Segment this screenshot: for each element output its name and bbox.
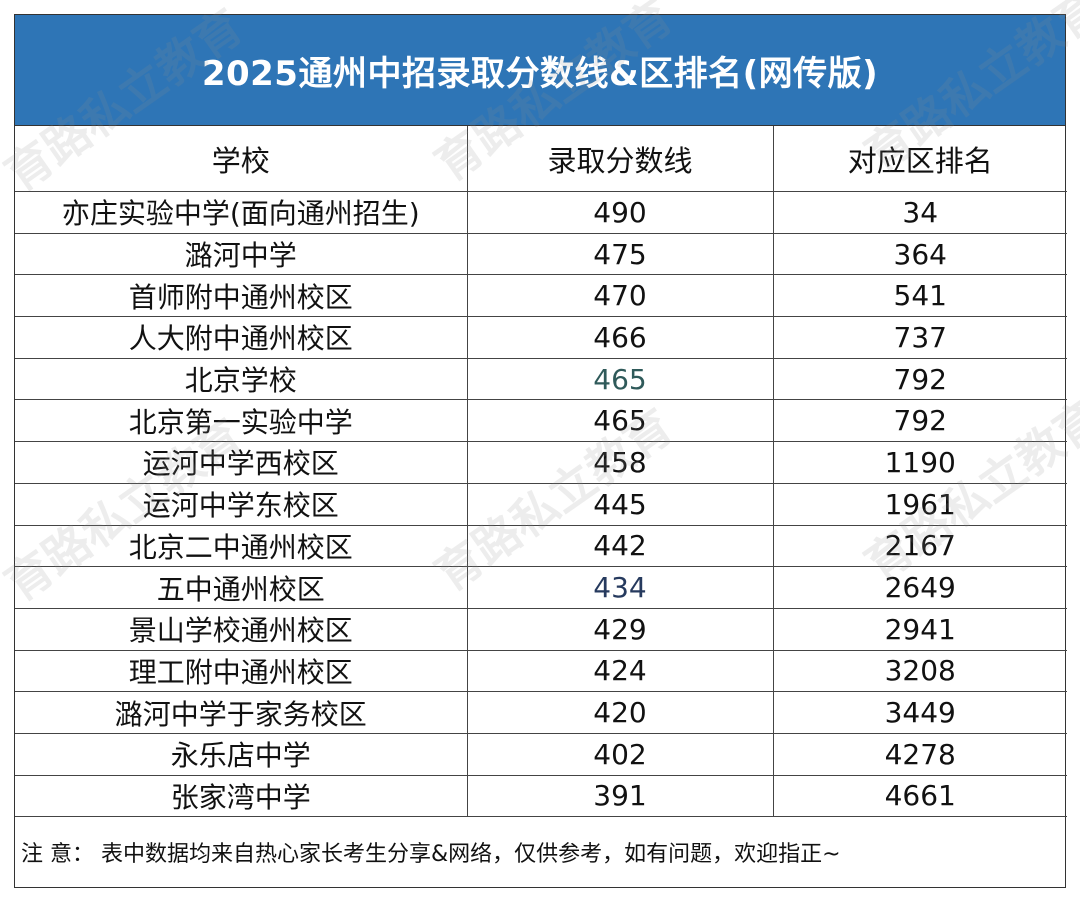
header-rank: 对应区排名 — [773, 126, 1067, 192]
score-table: 学校 录取分数线 对应区排名 亦庄实验中学(面向通州招生) 490 34 潞河中… — [15, 126, 1067, 818]
header-score: 录取分数线 — [467, 126, 774, 192]
school-name: 潞河中学于家务校区 — [15, 691, 468, 734]
admission-score: 429 — [467, 608, 774, 651]
table-row: 张家湾中学 391 4661 — [15, 775, 1067, 818]
admission-score: 466 — [467, 316, 774, 359]
district-rank: 4661 — [773, 775, 1067, 818]
disclaimer-note: 注 意： 表中数据均来自热心家长考生分享&网络，仅供参考，如有问题，欢迎指正~ — [21, 842, 841, 868]
district-rank: 737 — [773, 316, 1067, 359]
school-name: 北京二中通州校区 — [15, 525, 468, 568]
school-name: 理工附中通州校区 — [15, 650, 468, 693]
district-rank: 1961 — [773, 483, 1067, 526]
district-rank: 1190 — [773, 441, 1067, 484]
admission-score: 391 — [467, 775, 774, 818]
table-row: 潞河中学 475 364 — [15, 233, 1067, 276]
admission-score: 442 — [467, 525, 774, 568]
school-name: 运河中学东校区 — [15, 483, 468, 526]
school-name: 人大附中通州校区 — [15, 316, 468, 359]
table-row: 北京学校 465 792 — [15, 358, 1067, 401]
school-name: 五中通州校区 — [15, 566, 468, 609]
district-rank: 3208 — [773, 650, 1067, 693]
admission-score: 434 — [467, 566, 774, 609]
table-row: 北京第一实验中学 465 792 — [15, 399, 1067, 443]
district-rank: 792 — [773, 358, 1067, 401]
district-rank: 541 — [773, 274, 1067, 318]
table-row: 潞河中学于家务校区 420 3449 — [15, 691, 1067, 734]
school-name: 亦庄实验中学(面向通州招生) — [15, 191, 468, 234]
admission-score: 475 — [467, 233, 774, 276]
table-row: 首师附中通州校区 470 541 — [15, 274, 1067, 318]
admission-score: 420 — [467, 691, 774, 734]
table-row: 人大附中通州校区 466 737 — [15, 316, 1067, 359]
district-rank: 364 — [773, 233, 1067, 276]
district-rank: 34 — [773, 191, 1067, 234]
district-rank: 792 — [773, 399, 1067, 443]
table-row: 理工附中通州校区 424 3208 — [15, 650, 1067, 693]
district-rank: 2941 — [773, 608, 1067, 651]
table-row: 五中通州校区 434 2649 — [15, 566, 1067, 609]
table-row: 永乐店中学 402 4278 — [15, 733, 1067, 776]
district-rank: 2649 — [773, 566, 1067, 609]
table-row: 亦庄实验中学(面向通州招生) 490 34 — [15, 191, 1067, 234]
district-rank: 2167 — [773, 525, 1067, 568]
admission-score: 465 — [467, 358, 774, 401]
school-name: 北京学校 — [15, 358, 468, 401]
header-school: 学校 — [15, 126, 468, 192]
school-name: 景山学校通州校区 — [15, 608, 468, 651]
sheet-title: 2025通州中招录取分数线&区排名(网传版) — [15, 15, 1065, 126]
district-rank: 4278 — [773, 733, 1067, 776]
table-row: 北京二中通州校区 442 2167 — [15, 525, 1067, 568]
school-name: 永乐店中学 — [15, 733, 468, 776]
table-header-row: 学校 录取分数线 对应区排名 — [15, 126, 1067, 192]
admission-score: 458 — [467, 441, 774, 484]
table-row: 运河中学西校区 458 1190 — [15, 441, 1067, 484]
school-name: 潞河中学 — [15, 233, 468, 276]
district-rank: 3449 — [773, 691, 1067, 734]
admission-score-sheet: 2025通州中招录取分数线&区排名(网传版) 学校 录取分数线 对应区排名 亦庄… — [14, 14, 1067, 889]
school-name: 运河中学西校区 — [15, 441, 468, 484]
table-row: 运河中学东校区 445 1961 — [15, 483, 1067, 526]
school-name: 首师附中通州校区 — [15, 274, 468, 318]
table-row: 景山学校通州校区 429 2941 — [15, 608, 1067, 651]
admission-score: 424 — [467, 650, 774, 693]
school-name: 张家湾中学 — [15, 775, 468, 818]
admission-score: 470 — [467, 274, 774, 318]
admission-score: 490 — [467, 191, 774, 234]
admission-score: 465 — [467, 399, 774, 443]
school-name: 北京第一实验中学 — [15, 399, 468, 443]
admission-score: 402 — [467, 733, 774, 776]
admission-score: 445 — [467, 483, 774, 526]
